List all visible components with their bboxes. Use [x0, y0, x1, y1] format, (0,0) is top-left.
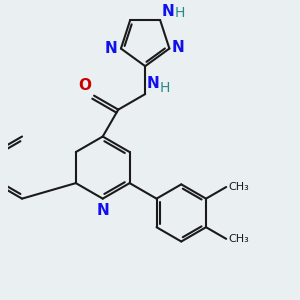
- Text: CH₃: CH₃: [228, 182, 249, 192]
- Text: N: N: [172, 40, 184, 55]
- Text: N: N: [96, 203, 109, 218]
- Text: O: O: [78, 78, 92, 93]
- Text: N: N: [161, 4, 174, 19]
- Text: N: N: [105, 41, 118, 56]
- Text: H: H: [175, 6, 185, 20]
- Text: CH₃: CH₃: [228, 234, 249, 244]
- Text: H: H: [159, 81, 170, 94]
- Text: N: N: [146, 76, 159, 92]
